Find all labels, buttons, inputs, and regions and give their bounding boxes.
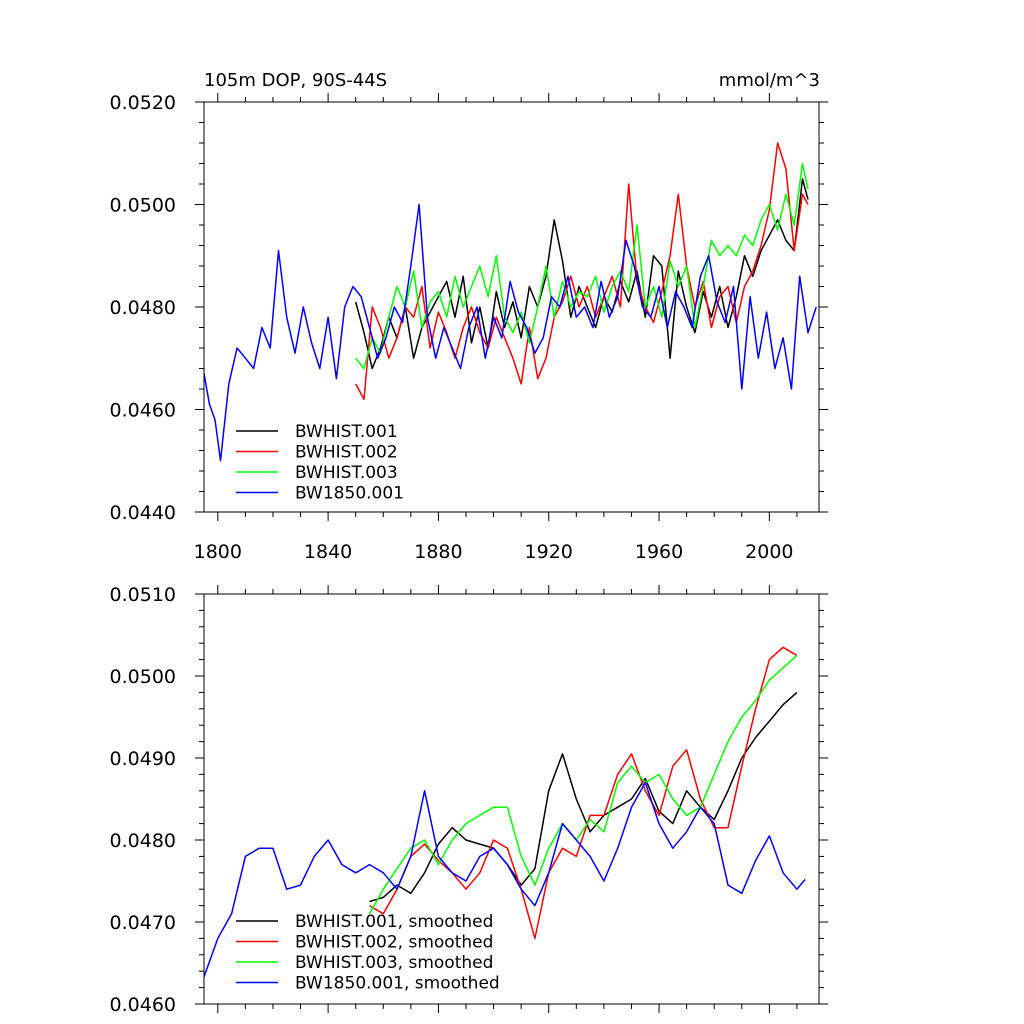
x-tick-label: 1840	[304, 541, 352, 563]
series-line-3	[203, 203, 817, 462]
y-tick-label: 0.0480	[110, 297, 176, 319]
series-line-2	[355, 162, 809, 370]
top-panel-units: mmol/m^3	[719, 70, 820, 91]
x-tick-label: 1880	[414, 541, 462, 563]
series-line-2	[368, 654, 798, 915]
y-tick-label: 0.0460	[110, 994, 176, 1016]
legend-label: BW1850.001, smoothed	[295, 974, 500, 994]
x-tick-label: 2000	[745, 541, 793, 563]
y-tick-label: 0.0440	[110, 502, 176, 524]
legend-label: BWHIST.002, smoothed	[295, 933, 493, 953]
y-tick-label: 0.0520	[110, 92, 176, 114]
y-tick-label: 0.0500	[110, 666, 176, 688]
legend-label: BWHIST.001	[295, 422, 398, 442]
top-panel-ticks: 1800 1840 1880 1920 1960 2000 0.0440 0.0460 0.04…	[110, 92, 828, 563]
bottom-panel: 0.0460 0.0470 0.0480 0.0490 0.0500 0.0510 BWH…	[110, 584, 828, 1016]
legend-label: BWHIST.003	[295, 463, 398, 483]
bottom-panel-series-lines	[203, 646, 806, 978]
top-panel-frame	[203, 101, 820, 513]
top-panel: 105m DOP, 90S-44S mmol/m^3 1800 1840 1880 1…	[110, 70, 828, 563]
bottom-panel-ticks: 0.0460 0.0470 0.0480 0.0490 0.0500 0.0510	[110, 584, 828, 1016]
legend-label: BWHIST.001, smoothed	[295, 912, 493, 932]
series-line-1	[355, 142, 809, 401]
series-line-3	[203, 781, 806, 978]
top-panel-title: 105m DOP, 90S-44S	[204, 70, 387, 91]
series-line-1	[369, 646, 798, 940]
legend-label: BW1850.001	[295, 484, 404, 504]
y-tick-label: 0.0480	[110, 830, 176, 852]
y-tick-label: 0.0510	[110, 584, 176, 606]
legend-label: BWHIST.002	[295, 443, 398, 463]
x-tick-label: 1960	[635, 541, 683, 563]
legend-label: BWHIST.003, smoothed	[295, 953, 493, 973]
y-tick-label: 0.0500	[110, 195, 176, 217]
top-panel-series-lines	[203, 142, 817, 462]
bottom-panel-frame	[203, 593, 820, 1005]
x-tick-label: 1920	[525, 541, 573, 563]
y-tick-label: 0.0470	[110, 912, 176, 934]
y-tick-label: 0.0490	[110, 748, 176, 770]
series-line-0	[369, 691, 798, 903]
x-tick-label: 1800	[194, 541, 242, 563]
y-tick-label: 0.0460	[110, 400, 176, 422]
